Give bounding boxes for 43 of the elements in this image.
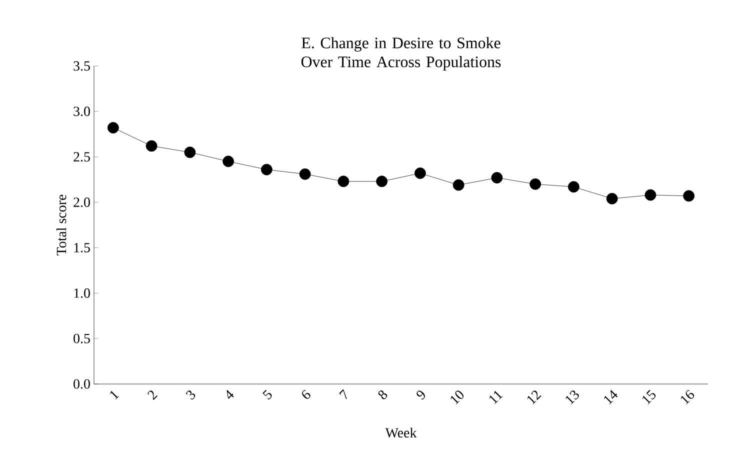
- point: [644, 189, 656, 201]
- point: [260, 164, 272, 176]
- x-tick-label: 3: [186, 390, 196, 400]
- point: [683, 190, 695, 202]
- point: [222, 156, 234, 168]
- x-tick-label: 14: [604, 390, 618, 404]
- point: [376, 176, 388, 188]
- y-axis-title: Total score: [56, 194, 66, 256]
- y-tick-label: 0.5: [74, 334, 90, 344]
- x-tick-label: 1: [110, 390, 120, 400]
- point: [107, 122, 119, 134]
- x-tick-label: 5: [262, 390, 272, 400]
- point: [184, 146, 196, 158]
- point: [414, 168, 426, 179]
- y-tick-label: 0.0: [74, 379, 90, 389]
- x-tick-label: 16: [680, 390, 694, 405]
- x-tick-label: 6: [302, 390, 310, 399]
- point: [338, 176, 350, 188]
- x-tick-label: 4: [226, 390, 234, 399]
- point: [452, 179, 464, 191]
- point: [606, 192, 618, 204]
- y-tick-label: 2.5: [74, 152, 90, 162]
- y-tick-label: 1.5: [74, 243, 90, 252]
- x-tick-label: 15: [642, 390, 656, 404]
- x-tick-label: 13: [566, 390, 579, 405]
- x-tick-label: 7: [339, 389, 347, 400]
- x-tick-label: 9: [416, 390, 425, 400]
- y-tick-label: 1.0: [74, 288, 90, 298]
- y-tick-label: 3.0: [74, 106, 90, 116]
- point: [568, 181, 580, 193]
- point: [146, 140, 158, 152]
- x-tick-label: 8: [378, 390, 388, 400]
- chart-title: E. Change in Desire to Smoke Over Time Across Populations: [301, 37, 501, 70]
- x-axis-title: Week: [385, 428, 417, 438]
- point: [530, 178, 542, 190]
- x-tick-label: 11: [489, 390, 503, 404]
- x-tick-label: 12: [527, 390, 542, 405]
- y-tick-label: 2.0: [74, 198, 90, 208]
- x-tick-label: 2: [147, 390, 158, 400]
- point: [299, 168, 311, 180]
- y-tick-label: 3.5: [74, 61, 90, 71]
- point: [491, 172, 503, 184]
- x-tick-label: 10: [450, 390, 464, 405]
